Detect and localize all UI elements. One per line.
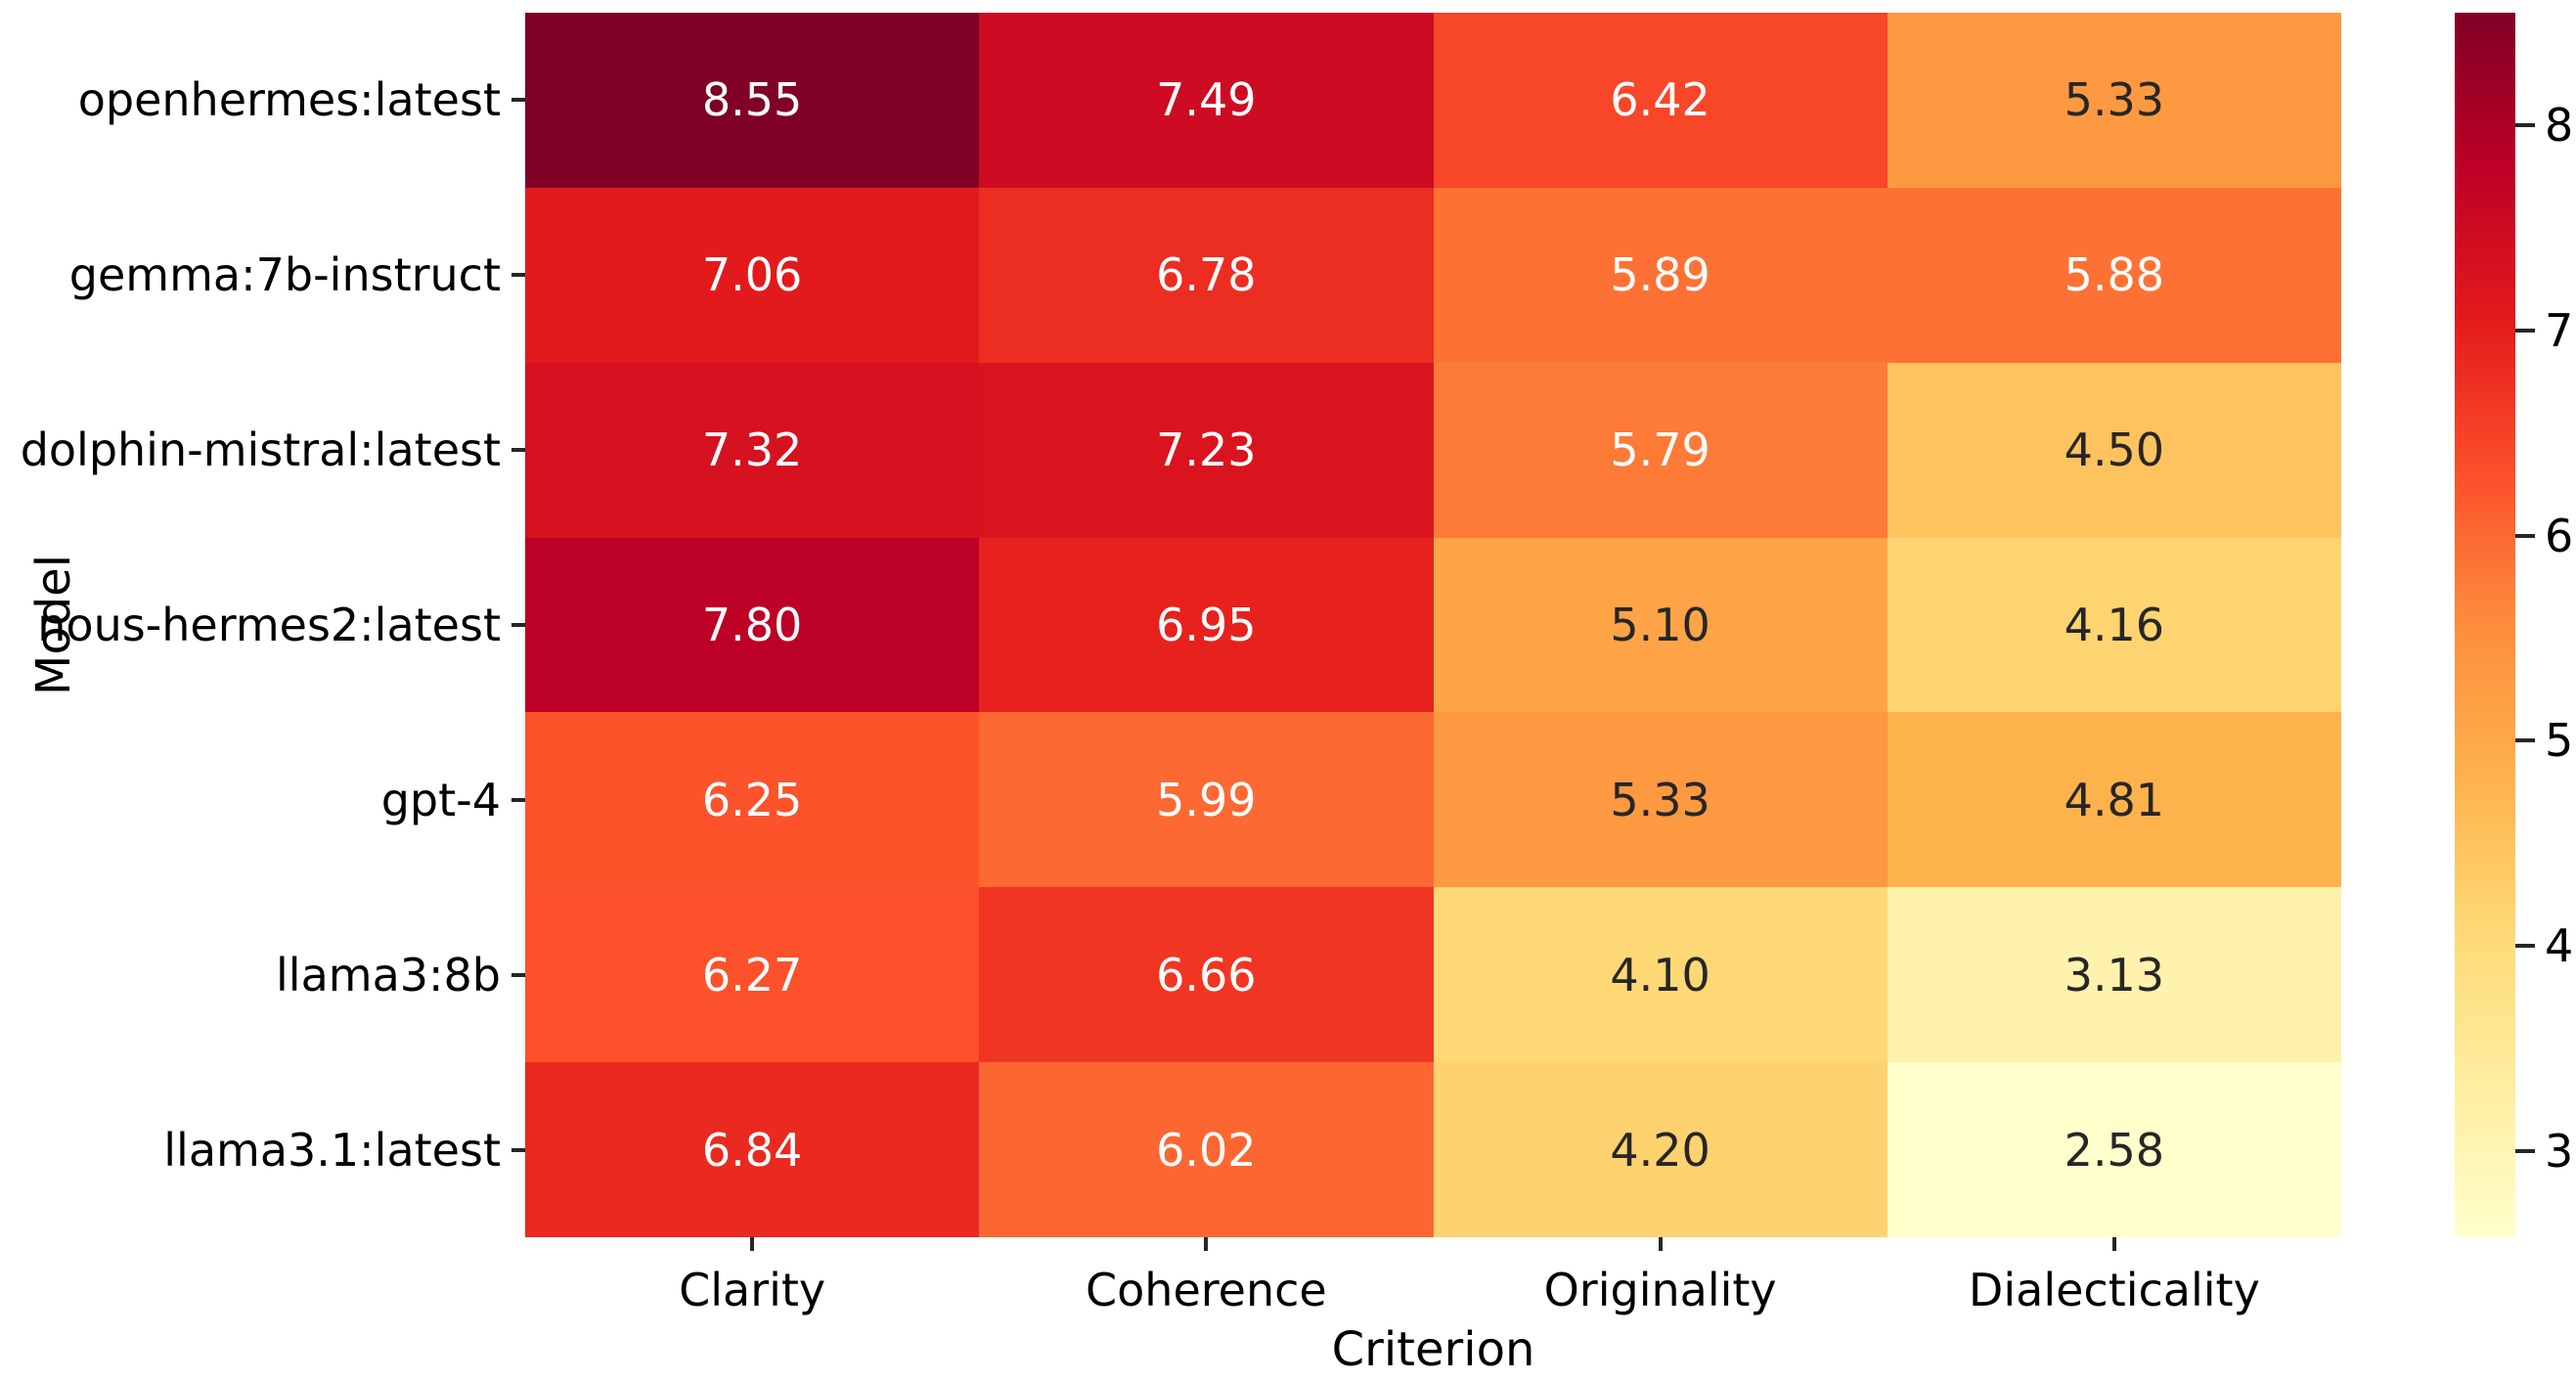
cell-llama3.1:latest-Coherence: 6.02 xyxy=(979,1062,1434,1237)
cell-llama3:8b-Clarity: 6.27 xyxy=(525,887,980,1063)
y-tick-mark xyxy=(511,972,525,977)
x-axis-label: Criterion xyxy=(1331,1322,1535,1377)
cell-openhermes:latest-Clarity: 8.55 xyxy=(525,13,980,188)
cell-gemma:7b-instruct-Clarity: 7.06 xyxy=(525,187,980,363)
cell-gpt-4-Originality: 5.33 xyxy=(1433,712,1888,888)
y-tick-mark xyxy=(511,273,525,278)
cell-llama3.1:latest-Dialecticality: 2.58 xyxy=(1887,1062,2341,1237)
y-tick-mark xyxy=(511,623,525,627)
cell-gpt-4-Dialecticality: 4.81 xyxy=(1887,712,2341,888)
cell-gpt-4-Coherence: 5.99 xyxy=(979,712,1434,888)
cell-nous-hermes2:latest-Dialecticality: 4.16 xyxy=(1887,537,2341,713)
x-tick-label-Coherence: Coherence xyxy=(1086,1264,1327,1316)
y-tick-mark xyxy=(511,448,525,453)
colorbar-tick-label-5: 5 xyxy=(2545,714,2574,768)
y-tick-label-llama3:8b: llama3:8b xyxy=(276,948,501,1002)
colorbar-tick-label-7: 7 xyxy=(2545,304,2574,358)
x-tick-label-Originality: Originality xyxy=(1543,1264,1777,1316)
colorbar-tick-label-6: 6 xyxy=(2545,509,2574,562)
y-tick-label-dolphin-mistral:latest: dolphin-mistral:latest xyxy=(20,423,501,477)
y-tick-label-nous-hermes2:latest: nous-hermes2:latest xyxy=(37,599,501,651)
x-tick-mark xyxy=(2111,1237,2116,1251)
cell-gemma:7b-instruct-Originality: 5.89 xyxy=(1433,187,1888,363)
colorbar-tick-label-4: 4 xyxy=(2545,919,2574,973)
cell-llama3:8b-Originality: 4.10 xyxy=(1433,887,1888,1063)
cell-gemma:7b-instruct-Dialecticality: 5.88 xyxy=(1887,187,2341,363)
x-tick-mark xyxy=(1204,1237,1209,1251)
y-tick-mark xyxy=(511,98,525,103)
cell-llama3:8b-Dialecticality: 3.13 xyxy=(1887,887,2341,1063)
colorbar-tick-mark-8 xyxy=(2515,123,2535,128)
cell-llama3.1:latest-Clarity: 6.84 xyxy=(525,1062,980,1237)
y-tick-label-gemma:7b-instruct: gemma:7b-instruct xyxy=(68,248,501,302)
cell-gpt-4-Clarity: 6.25 xyxy=(525,712,980,888)
x-tick-label-Dialecticality: Dialecticality xyxy=(1968,1264,2260,1316)
x-tick-label-Clarity: Clarity xyxy=(679,1264,826,1316)
cell-nous-hermes2:latest-Coherence: 6.95 xyxy=(979,537,1434,713)
colorbar-tick-label-8: 8 xyxy=(2545,99,2574,153)
cell-openhermes:latest-Originality: 6.42 xyxy=(1433,13,1888,188)
colorbar xyxy=(2455,13,2515,1237)
colorbar-tick-mark-6 xyxy=(2515,533,2535,538)
cell-openhermes:latest-Coherence: 7.49 xyxy=(979,13,1434,188)
y-tick-mark xyxy=(511,797,525,802)
heatmap-grid: 8.55 7.49 6.42 5.33 7.06 6.78 5.89 5.88 7.32 7.23… xyxy=(525,13,2341,1237)
x-tick-mark xyxy=(750,1237,755,1251)
cell-dolphin-mistral:latest-Coherence: 7.23 xyxy=(979,362,1434,538)
cell-llama3.1:latest-Originality: 4.20 xyxy=(1433,1062,1888,1237)
cell-gemma:7b-instruct-Coherence: 6.78 xyxy=(979,187,1434,363)
x-tick-mark xyxy=(1658,1237,1663,1251)
y-tick-label-openhermes:latest: openhermes:latest xyxy=(77,73,501,127)
y-tick-label-llama3.1:latest: llama3.1:latest xyxy=(163,1123,501,1177)
cell-openhermes:latest-Dialecticality: 5.33 xyxy=(1887,13,2341,188)
y-tick-label-gpt-4: gpt-4 xyxy=(380,773,501,826)
cell-nous-hermes2:latest-Originality: 5.10 xyxy=(1433,537,1888,713)
colorbar-tick-mark-3 xyxy=(2515,1148,2535,1153)
colorbar-tick-mark-5 xyxy=(2515,738,2535,743)
cell-dolphin-mistral:latest-Dialecticality: 4.50 xyxy=(1887,362,2341,538)
cell-dolphin-mistral:latest-Originality: 5.79 xyxy=(1433,362,1888,538)
cell-llama3:8b-Coherence: 6.66 xyxy=(979,887,1434,1063)
cell-nous-hermes2:latest-Clarity: 7.80 xyxy=(525,537,980,713)
colorbar-tick-mark-4 xyxy=(2515,944,2535,949)
y-tick-mark xyxy=(511,1147,525,1152)
cell-dolphin-mistral:latest-Clarity: 7.32 xyxy=(525,362,980,538)
colorbar-tick-label-3: 3 xyxy=(2545,1124,2574,1178)
colorbar-tick-mark-7 xyxy=(2515,329,2535,334)
